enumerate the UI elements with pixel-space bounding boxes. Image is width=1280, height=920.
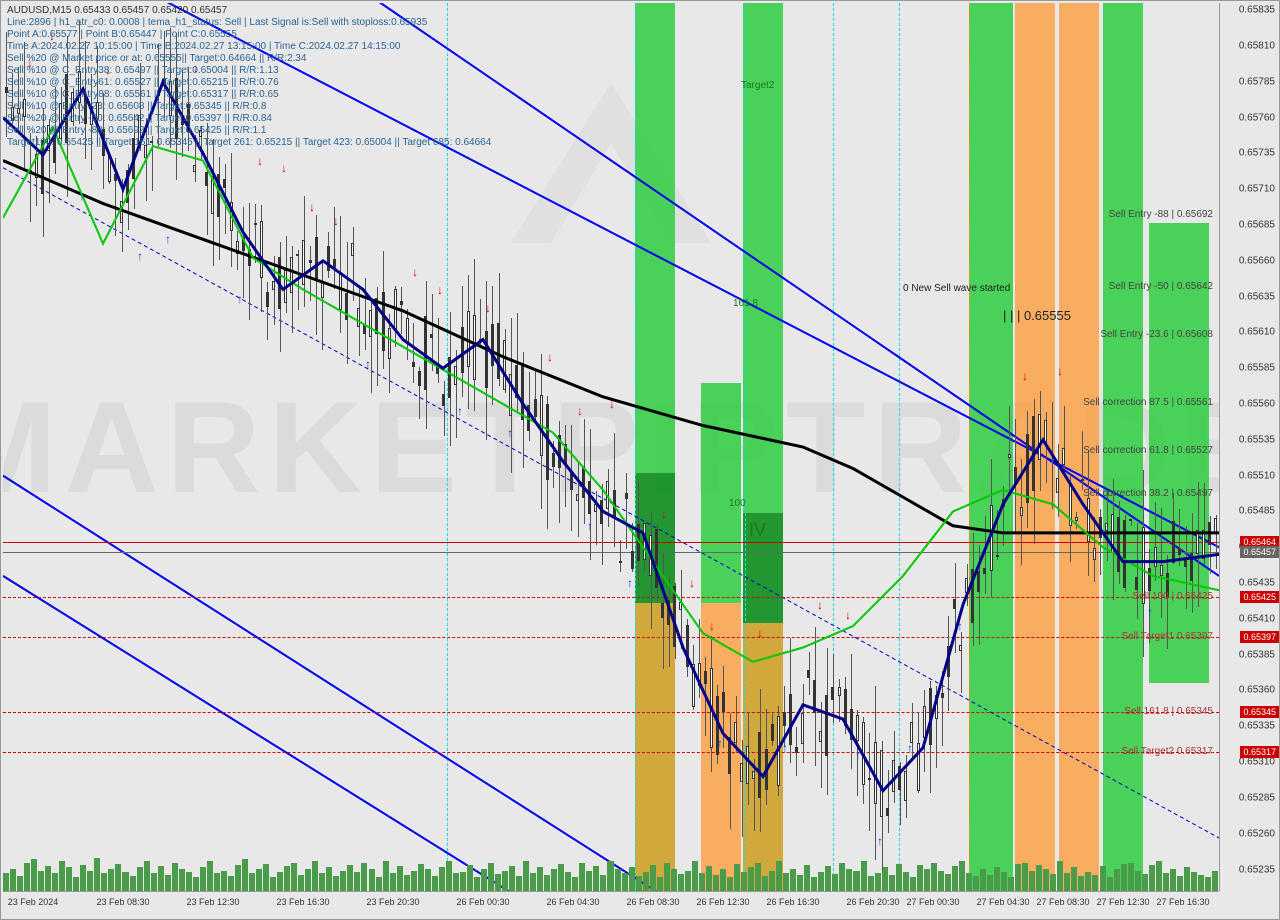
y-axis: 0.658350.658100.657850.657600.657350.657… (1219, 3, 1279, 891)
x-axis: 23 Feb 202423 Feb 08:3023 Feb 12:3023 Fe… (3, 891, 1219, 919)
chart-container: MARKETPIPTRADE ↓↓↓↓↓↓↓↓↓↓↓↓↓↓↓↓↓↓↓↓↓↓↑↑↑… (0, 0, 1280, 920)
chart-area[interactable]: MARKETPIPTRADE ↓↓↓↓↓↓↓↓↓↓↓↓↓↓↓↓↓↓↓↓↓↓↑↑↑… (3, 3, 1219, 891)
